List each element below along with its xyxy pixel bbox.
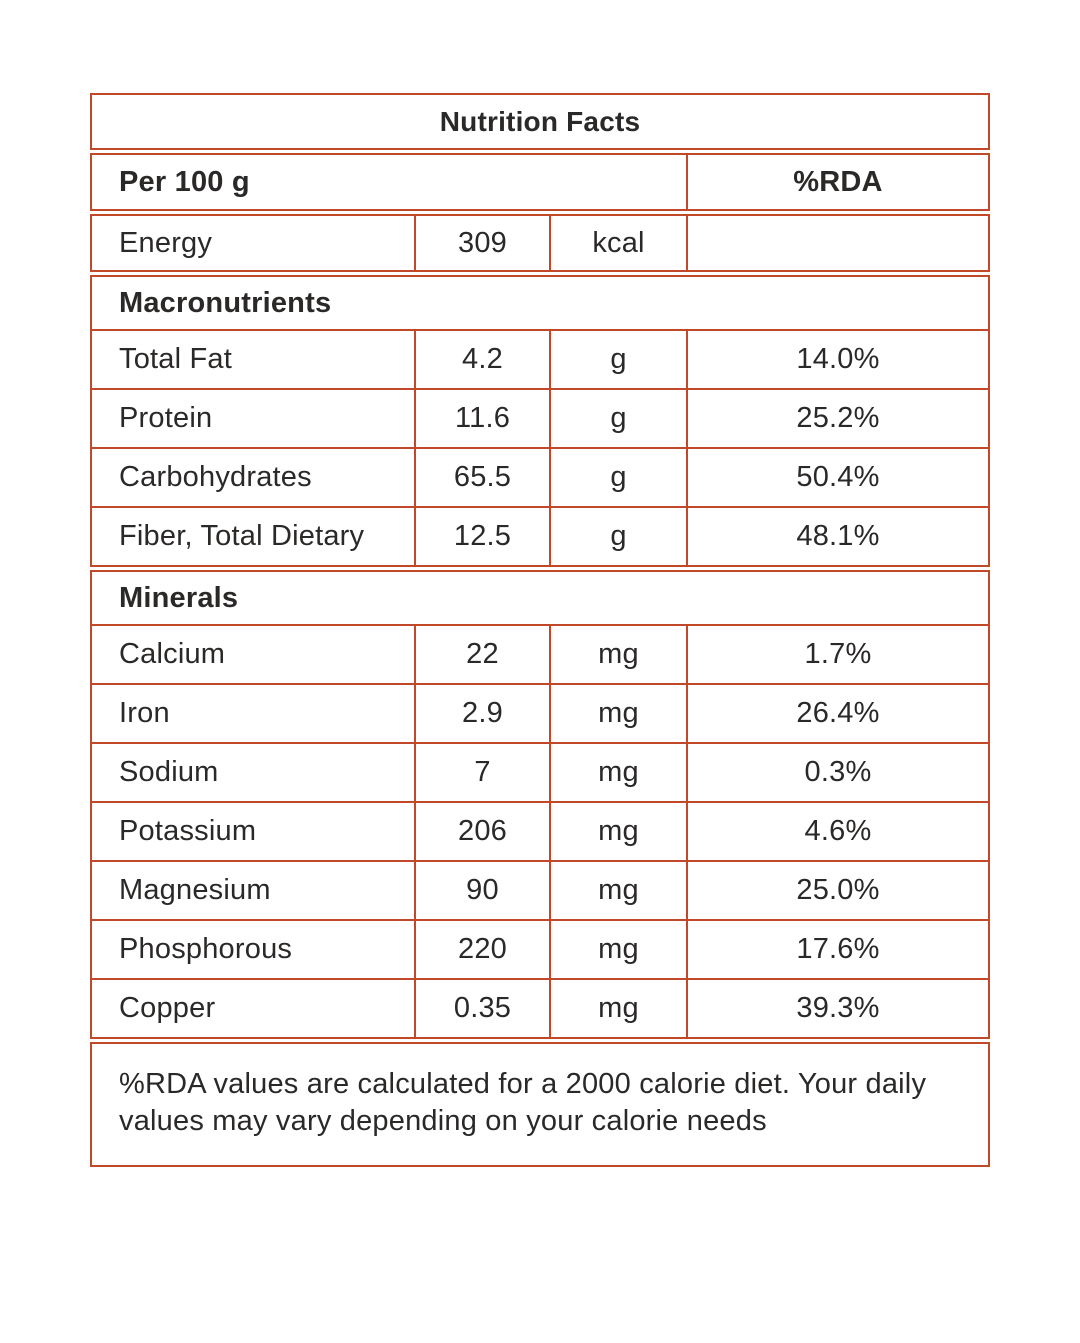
nutrient-label: Phosphorous xyxy=(119,933,293,965)
table-row: Iron 2.9 mg 26.4% xyxy=(92,683,988,742)
table-row: Sodium 7 mg 0.3% xyxy=(92,742,988,801)
nutrient-unit: mg xyxy=(549,803,686,860)
nutrient-label: Iron xyxy=(119,697,170,729)
nutrient-unit: g xyxy=(549,331,686,388)
nutrient-label: Sodium xyxy=(119,756,219,788)
section-header-minerals: Minerals xyxy=(119,581,239,614)
nutrition-facts-label: Nutrition Facts Per 100 g %RDA Energy 30… xyxy=(90,93,990,1167)
nutrient-value: 220 xyxy=(414,921,549,978)
nutrient-rda: 25.0% xyxy=(686,862,988,919)
nutrient-unit: mg xyxy=(549,862,686,919)
nutrient-unit: mg xyxy=(549,744,686,801)
nutrient-value: 206 xyxy=(414,803,549,860)
nutrient-rda xyxy=(686,216,988,270)
table-row: Potassium 206 mg 4.6% xyxy=(92,801,988,860)
macronutrients-section: Macronutrients Total Fat 4.2 g 14.0% Pro… xyxy=(90,275,990,567)
nutrient-label: Carbohydrates xyxy=(119,461,312,493)
nutrient-value: 11.6 xyxy=(414,390,549,447)
serving-header-box: Per 100 g %RDA xyxy=(90,153,990,211)
nutrient-unit: mg xyxy=(549,921,686,978)
nutrient-rda: 26.4% xyxy=(686,685,988,742)
nutrient-unit: g xyxy=(549,508,686,565)
section-header-macronutrients: Macronutrients xyxy=(119,286,332,319)
nutrient-unit: mg xyxy=(549,626,686,683)
page-title: Nutrition Facts xyxy=(439,105,641,137)
nutrient-value: 0.35 xyxy=(414,980,549,1037)
table-row: Total Fat 4.2 g 14.0% xyxy=(92,329,988,388)
nutrient-rda: 1.7% xyxy=(686,626,988,683)
nutrient-rda: 25.2% xyxy=(686,390,988,447)
nutrient-rda: 14.0% xyxy=(686,331,988,388)
minerals-section: Minerals Calcium 22 mg 1.7% Iron 2.9 mg … xyxy=(90,570,990,1039)
nutrient-label: Copper xyxy=(119,992,216,1024)
nutrient-label: Fiber, Total Dietary xyxy=(119,520,365,552)
nutrient-value: 12.5 xyxy=(414,508,549,565)
nutrient-value: 309 xyxy=(414,216,549,270)
nutrient-label: Total Fat xyxy=(119,343,233,375)
nutrient-label: Potassium xyxy=(119,815,257,847)
table-row: Carbohydrates 65.5 g 50.4% xyxy=(92,447,988,506)
serving-header-row: Per 100 g %RDA xyxy=(92,155,988,209)
serving-size-label: Per 100 g xyxy=(119,165,250,198)
rda-column-header: %RDA xyxy=(686,155,988,209)
nutrient-rda: 17.6% xyxy=(686,921,988,978)
nutrient-value: 65.5 xyxy=(414,449,549,506)
nutrient-value: 7 xyxy=(414,744,549,801)
nutrient-label: Calcium xyxy=(119,638,226,670)
nutrient-value: 4.2 xyxy=(414,331,549,388)
table-row: Phosphorous 220 mg 17.6% xyxy=(92,919,988,978)
nutrient-rda: 0.3% xyxy=(686,744,988,801)
footnote-box: %RDA values are calculated for a 2000 ca… xyxy=(90,1042,990,1167)
nutrient-rda: 39.3% xyxy=(686,980,988,1037)
nutrient-value: 2.9 xyxy=(414,685,549,742)
table-row: Copper 0.35 mg 39.3% xyxy=(92,978,988,1037)
nutrient-label: Energy xyxy=(119,226,213,259)
footnote: %RDA values are calculated for a 2000 ca… xyxy=(119,1068,927,1137)
table-row: Calcium 22 mg 1.7% xyxy=(92,624,988,683)
energy-row: Energy 309 kcal xyxy=(92,216,988,270)
nutrient-unit: kcal xyxy=(549,216,686,270)
nutrient-label: Protein xyxy=(119,402,213,434)
nutrient-value: 22 xyxy=(414,626,549,683)
energy-box: Energy 309 kcal xyxy=(90,214,990,272)
nutrient-unit: g xyxy=(549,449,686,506)
nutrient-unit: g xyxy=(549,390,686,447)
table-row: Magnesium 90 mg 25.0% xyxy=(92,860,988,919)
nutrient-rda: 50.4% xyxy=(686,449,988,506)
nutrient-unit: mg xyxy=(549,685,686,742)
nutrient-value: 90 xyxy=(414,862,549,919)
nutrient-unit: mg xyxy=(549,980,686,1037)
nutrient-rda: 4.6% xyxy=(686,803,988,860)
title-box: Nutrition Facts xyxy=(90,93,990,150)
table-row: Fiber, Total Dietary 12.5 g 48.1% xyxy=(92,506,988,565)
table-row: Protein 11.6 g 25.2% xyxy=(92,388,988,447)
nutrient-rda: 48.1% xyxy=(686,508,988,565)
nutrient-label: Magnesium xyxy=(119,874,271,906)
